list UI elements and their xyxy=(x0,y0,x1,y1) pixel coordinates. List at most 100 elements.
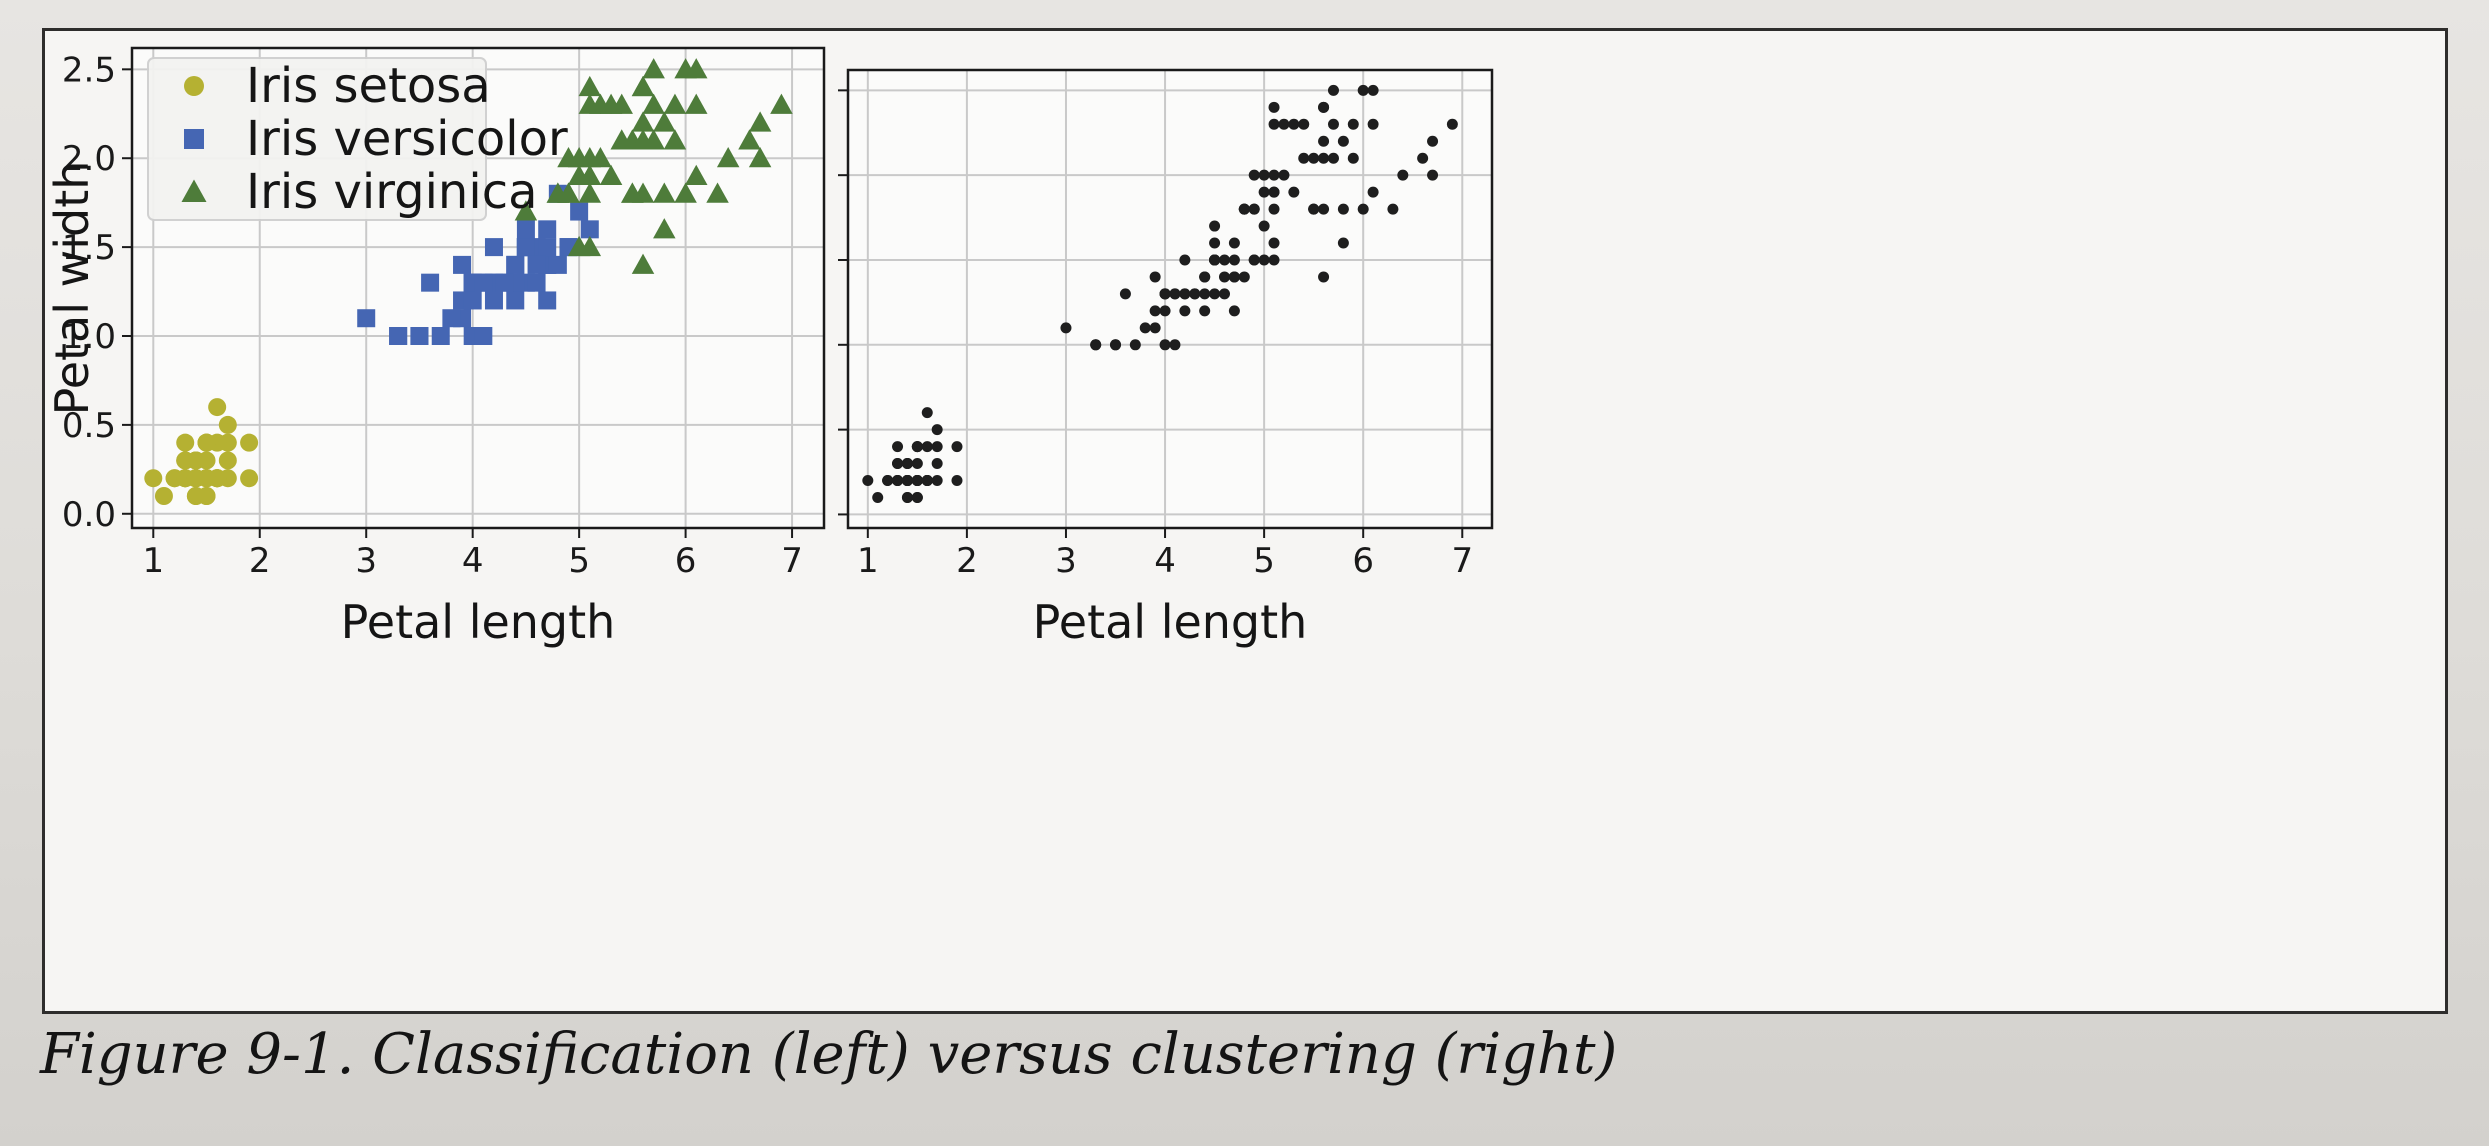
x-tick-label: 5 xyxy=(1253,541,1275,581)
data-point-unlabeled xyxy=(1228,254,1240,266)
data-point-unlabeled xyxy=(1179,305,1191,317)
x-tick-label: 4 xyxy=(1154,541,1176,581)
clustering-chart: 1 2 3 4 5 6 7 Petal length xyxy=(838,68,1494,649)
data-point-setosa xyxy=(186,451,205,470)
data-point-virginica xyxy=(631,253,655,274)
data-point-unlabeled xyxy=(1318,101,1330,113)
data-point-unlabeled xyxy=(911,475,923,487)
data-point-unlabeled xyxy=(901,458,913,470)
x-tick-label: 3 xyxy=(1055,541,1077,581)
data-point-unlabeled xyxy=(872,491,884,503)
x-tick-label: 2 xyxy=(249,541,271,581)
data-point-virginica xyxy=(684,164,708,185)
data-point-setosa xyxy=(240,469,259,488)
data-point-unlabeled xyxy=(1209,237,1221,249)
data-point-unlabeled xyxy=(1268,101,1280,113)
plot-area xyxy=(848,70,1492,528)
data-point-versicolor xyxy=(357,309,376,328)
data-point-virginica xyxy=(631,75,655,97)
data-point-unlabeled xyxy=(1090,339,1102,351)
legend-marker-virginica xyxy=(181,179,207,202)
data-point-virginica xyxy=(578,75,602,97)
data-point-unlabeled xyxy=(1169,288,1181,300)
data-point-unlabeled xyxy=(892,475,904,487)
x-tick-label: 4 xyxy=(462,541,484,581)
data-point-unlabeled xyxy=(1337,237,1349,249)
data-point-unlabeled xyxy=(1268,254,1280,266)
legend-marker-setosa xyxy=(184,76,204,96)
data-point-versicolor xyxy=(538,238,557,257)
data-point-versicolor xyxy=(506,255,525,274)
data-point-virginica xyxy=(653,218,676,239)
data-point-virginica xyxy=(674,182,697,203)
data-point-unlabeled xyxy=(1327,84,1339,96)
data-point-unlabeled xyxy=(1268,118,1280,130)
data-point-unlabeled xyxy=(901,475,913,487)
data-point-unlabeled xyxy=(1427,169,1439,181)
data-point-setosa xyxy=(218,415,237,434)
data-point-versicolor xyxy=(527,255,546,274)
data-point-versicolor xyxy=(516,238,535,257)
data-point-unlabeled xyxy=(1218,254,1230,266)
y-tick-label: 0.5 xyxy=(62,406,116,446)
data-point-versicolor xyxy=(516,220,535,239)
data-point-unlabeled xyxy=(1179,288,1191,300)
data-point-versicolor xyxy=(453,255,472,274)
data-point-unlabeled xyxy=(931,475,943,487)
data-point-unlabeled xyxy=(1288,118,1300,130)
data-point-setosa xyxy=(144,469,163,488)
plot-frame xyxy=(130,46,826,530)
data-point-unlabeled xyxy=(1268,237,1280,249)
data-point-versicolor xyxy=(495,273,514,292)
data-point-unlabeled xyxy=(911,441,923,453)
data-point-versicolor xyxy=(484,291,503,310)
data-point-virginica xyxy=(546,182,570,203)
data-point-virginica xyxy=(663,129,687,150)
classification-chart: 1 2 3 4 5 6 7 0.0 0.5 1.0 1.5 2.0 2.5 Petal length Pet… xyxy=(45,46,826,649)
data-point-unlabeled xyxy=(1427,135,1439,147)
data-point-unlabeled xyxy=(1159,288,1171,300)
data-point-virginica xyxy=(578,235,602,257)
data-point-virginica xyxy=(610,93,633,114)
data-point-virginica xyxy=(653,182,676,203)
data-point-setosa xyxy=(197,433,216,452)
data-point-unlabeled xyxy=(921,441,933,453)
x-tick-label: 6 xyxy=(675,541,697,581)
y-axis-label: Petal width xyxy=(45,161,99,416)
data-point-unlabeled xyxy=(1347,118,1359,130)
x-tick-label: 1 xyxy=(857,541,879,581)
data-point-versicolor xyxy=(463,291,482,310)
data-point-virginica xyxy=(610,129,633,150)
data-point-unlabeled xyxy=(1318,271,1330,283)
legend-marker-versicolor xyxy=(184,129,204,149)
x-tick-label: 7 xyxy=(781,541,803,581)
data-point-virginica xyxy=(631,129,655,150)
x-axis-label: Petal length xyxy=(341,595,616,649)
data-point-unlabeled xyxy=(882,475,894,487)
data-point-unlabeled xyxy=(1387,203,1399,215)
data-point-versicolor xyxy=(484,238,503,257)
data-point-virginica xyxy=(642,93,665,114)
data-point-virginica xyxy=(770,93,793,114)
data-point-unlabeled xyxy=(1417,152,1429,164)
data-point-unlabeled xyxy=(862,475,874,487)
data-point-versicolor xyxy=(421,273,440,292)
figure-caption: Figure 9-1. Classification (left) versus… xyxy=(40,1022,1618,1087)
data-point-unlabeled xyxy=(951,475,963,487)
y-tick-label: 2.0 xyxy=(62,139,116,179)
data-point-unlabeled xyxy=(1357,84,1369,96)
data-point-unlabeled xyxy=(1337,135,1349,147)
data-point-unlabeled xyxy=(1367,186,1379,198)
plot-frame xyxy=(846,68,1494,530)
data-point-unlabeled xyxy=(1367,118,1379,130)
data-point-versicolor xyxy=(538,291,557,310)
y-tick-label: 1.5 xyxy=(62,228,116,268)
data-point-virginica xyxy=(557,146,580,168)
data-point-unlabeled xyxy=(1318,135,1330,147)
data-point-unlabeled xyxy=(1258,169,1270,181)
data-point-versicolor xyxy=(389,327,408,345)
data-point-versicolor xyxy=(570,202,589,221)
data-point-unlabeled xyxy=(1248,169,1260,181)
data-point-versicolor xyxy=(410,327,429,345)
